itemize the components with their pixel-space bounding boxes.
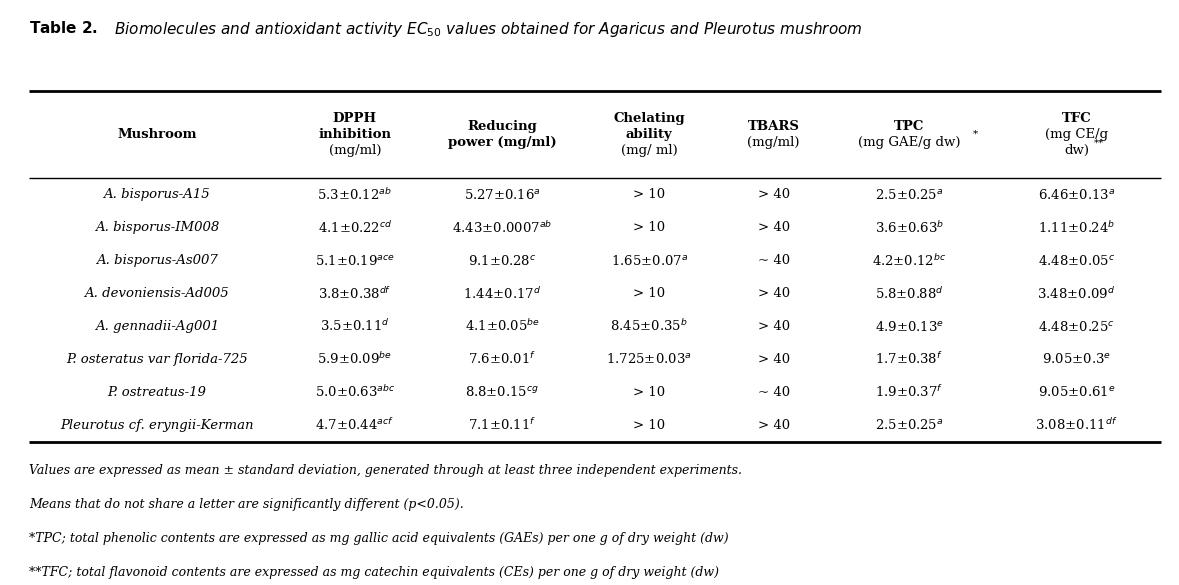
Text: A. devoniensis-Ad005: A. devoniensis-Ad005 bbox=[85, 287, 229, 300]
Text: 2.5±0.25$^{a}$: 2.5±0.25$^{a}$ bbox=[875, 418, 943, 432]
Text: P. ostreatus-19: P. ostreatus-19 bbox=[107, 386, 206, 399]
Text: 5.0±0.63$^{abc}$: 5.0±0.63$^{abc}$ bbox=[315, 384, 395, 400]
Text: ~ 40: ~ 40 bbox=[758, 254, 790, 267]
Text: 2.5±0.25$^{a}$: 2.5±0.25$^{a}$ bbox=[875, 188, 943, 202]
Text: (mg/ ml): (mg/ ml) bbox=[621, 144, 678, 157]
Text: 1.7±0.38$^{f}$: 1.7±0.38$^{f}$ bbox=[876, 352, 943, 367]
Text: power (mg/ml): power (mg/ml) bbox=[448, 136, 556, 149]
Text: > 10: > 10 bbox=[633, 287, 665, 300]
Text: *TPC; total phenolic contents are expressed as mg gallic acid equivalents (GAEs): *TPC; total phenolic contents are expres… bbox=[29, 532, 729, 545]
Text: > 10: > 10 bbox=[633, 221, 665, 234]
Text: 9.05±0.61$^{e}$: 9.05±0.61$^{e}$ bbox=[1038, 386, 1115, 400]
Text: 8.45±0.35$^{b}$: 8.45±0.35$^{b}$ bbox=[611, 319, 689, 335]
Text: > 40: > 40 bbox=[758, 353, 790, 366]
Text: Mushroom: Mushroom bbox=[117, 128, 197, 141]
Text: A. bisporus-A15: A. bisporus-A15 bbox=[104, 188, 210, 201]
Text: TPC: TPC bbox=[895, 120, 924, 133]
Text: 5.1±0.19$^{ace}$: 5.1±0.19$^{ace}$ bbox=[315, 254, 395, 268]
Text: 1.725±0.03$^{a}$: 1.725±0.03$^{a}$ bbox=[606, 352, 692, 366]
Text: ability: ability bbox=[626, 128, 672, 141]
Text: TFC: TFC bbox=[1061, 112, 1092, 125]
Text: $\it{Biomolecules\ and\ antioxidant\ activity\ EC_{50}\ values\ obtained\ for\ A: $\it{Biomolecules\ and\ antioxidant\ act… bbox=[114, 20, 863, 39]
Text: *: * bbox=[973, 130, 979, 139]
Text: 5.3±0.12$^{ab}$: 5.3±0.12$^{ab}$ bbox=[317, 187, 393, 203]
Text: 1.9±0.37$^{f}$: 1.9±0.37$^{f}$ bbox=[875, 384, 943, 400]
Text: 3.8±0.38$^{df}$: 3.8±0.38$^{df}$ bbox=[318, 285, 391, 301]
Text: 1.11±0.24$^{b}$: 1.11±0.24$^{b}$ bbox=[1038, 220, 1115, 236]
Text: > 40: > 40 bbox=[758, 287, 790, 300]
Text: 4.1±0.05$^{be}$: 4.1±0.05$^{be}$ bbox=[465, 319, 540, 335]
Text: 1.44±0.17$^{d}$: 1.44±0.17$^{d}$ bbox=[463, 285, 541, 301]
Text: A. bisporus-As007: A. bisporus-As007 bbox=[95, 254, 218, 267]
Text: 3.48±0.09$^{d}$: 3.48±0.09$^{d}$ bbox=[1038, 285, 1115, 301]
Text: 9.1±0.28$^{c}$: 9.1±0.28$^{c}$ bbox=[468, 254, 536, 268]
Text: inhibition: inhibition bbox=[318, 128, 391, 141]
Text: 4.2±0.12$^{bc}$: 4.2±0.12$^{bc}$ bbox=[872, 253, 947, 269]
Text: > 40: > 40 bbox=[758, 188, 790, 201]
Text: $\bf{Table\ 2.}$: $\bf{Table\ 2.}$ bbox=[29, 20, 98, 36]
Text: 3.5±0.11$^{d}$: 3.5±0.11$^{d}$ bbox=[320, 319, 390, 335]
Text: (mg/ml): (mg/ml) bbox=[329, 144, 381, 157]
Text: 3.08±0.11$^{df}$: 3.08±0.11$^{df}$ bbox=[1035, 417, 1118, 433]
Text: > 10: > 10 bbox=[633, 386, 665, 399]
Text: Chelating: Chelating bbox=[613, 112, 685, 125]
Text: Values are expressed as mean ± standard deviation, generated through at least th: Values are expressed as mean ± standard … bbox=[29, 464, 743, 477]
Text: (mg CE/g: (mg CE/g bbox=[1045, 128, 1108, 141]
Text: 4.48±0.25$^{c}$: 4.48±0.25$^{c}$ bbox=[1038, 319, 1115, 333]
Text: 8.8±0.15$^{cg}$: 8.8±0.15$^{cg}$ bbox=[465, 386, 539, 400]
Text: 7.1±0.11$^{f}$: 7.1±0.11$^{f}$ bbox=[468, 417, 536, 433]
Text: 5.27±0.16$^{a}$: 5.27±0.16$^{a}$ bbox=[463, 188, 540, 202]
Text: dw): dw) bbox=[1063, 144, 1089, 157]
Text: Reducing: Reducing bbox=[467, 120, 536, 133]
Text: 5.9±0.09$^{be}$: 5.9±0.09$^{be}$ bbox=[317, 352, 393, 367]
Text: 4.9±0.13$^{e}$: 4.9±0.13$^{e}$ bbox=[875, 319, 944, 333]
Text: DPPH: DPPH bbox=[332, 112, 377, 125]
Text: 3.6±0.63$^{b}$: 3.6±0.63$^{b}$ bbox=[875, 220, 944, 236]
Text: **TFC; total flavonoid contents are expressed as mg catechin equivalents (CEs) p: **TFC; total flavonoid contents are expr… bbox=[29, 566, 719, 579]
Text: TBARS: TBARS bbox=[747, 120, 799, 133]
Text: 4.43±0.0007$^{ab}$: 4.43±0.0007$^{ab}$ bbox=[452, 220, 552, 236]
Text: > 10: > 10 bbox=[633, 188, 665, 201]
Text: (mg GAE/g dw): (mg GAE/g dw) bbox=[858, 136, 961, 149]
Text: 4.1±0.22$^{cd}$: 4.1±0.22$^{cd}$ bbox=[317, 220, 393, 236]
Text: > 40: > 40 bbox=[758, 320, 790, 333]
Text: > 40: > 40 bbox=[758, 221, 790, 234]
Text: 4.48±0.05$^{c}$: 4.48±0.05$^{c}$ bbox=[1038, 254, 1115, 268]
Text: P. osteratus var florida-725: P. osteratus var florida-725 bbox=[66, 353, 248, 366]
Text: (mg/ml): (mg/ml) bbox=[747, 136, 799, 149]
Text: **: ** bbox=[1094, 138, 1104, 147]
Text: 6.46±0.13$^{a}$: 6.46±0.13$^{a}$ bbox=[1038, 188, 1115, 202]
Text: 1.65±0.07$^{a}$: 1.65±0.07$^{a}$ bbox=[611, 254, 687, 268]
Text: A. gennadii-Ag001: A. gennadii-Ag001 bbox=[94, 320, 219, 333]
Text: Means that do not share a letter are significantly different (p<0.05).: Means that do not share a letter are sig… bbox=[29, 498, 465, 511]
Text: 5.8±0.88$^{d}$: 5.8±0.88$^{d}$ bbox=[875, 285, 944, 301]
Text: > 10: > 10 bbox=[633, 419, 665, 432]
Text: 9.05±0.3$^{e}$: 9.05±0.3$^{e}$ bbox=[1042, 352, 1111, 366]
Text: Pleurotus cf. eryngii-Kerman: Pleurotus cf. eryngii-Kerman bbox=[60, 419, 253, 432]
Text: 4.7±0.44$^{acf}$: 4.7±0.44$^{acf}$ bbox=[315, 417, 395, 433]
Text: > 40: > 40 bbox=[758, 419, 790, 432]
Text: 7.6±0.01$^{f}$: 7.6±0.01$^{f}$ bbox=[468, 352, 536, 367]
Text: A. bisporus-IM008: A. bisporus-IM008 bbox=[94, 221, 219, 234]
Text: ~ 40: ~ 40 bbox=[758, 386, 790, 399]
